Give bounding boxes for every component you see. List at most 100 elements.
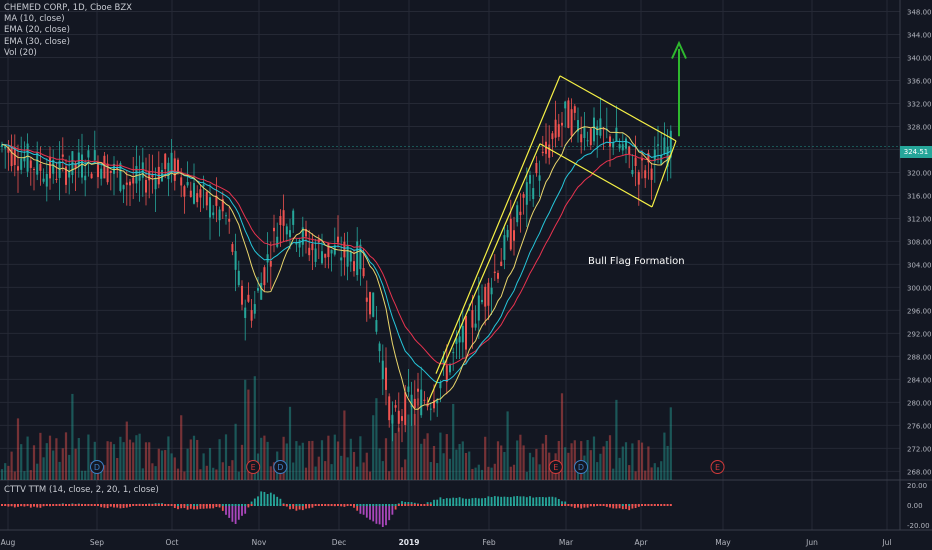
squeeze-dot	[452, 504, 455, 506]
squeeze-dot	[61, 504, 64, 506]
candle-body	[218, 209, 221, 221]
indicator-volume[interactable]: Vol (20)	[4, 47, 37, 58]
squeeze-dot	[423, 504, 426, 506]
volume-bar	[253, 376, 256, 480]
candle	[164, 152, 167, 179]
oscillator-bar	[634, 505, 637, 509]
volume-bar	[420, 443, 423, 480]
candle-body	[17, 166, 19, 171]
candle-body	[340, 257, 343, 261]
oscillator-bar	[116, 505, 119, 508]
indicator-ema30[interactable]: EMA (30, close)	[4, 36, 70, 47]
volume-bar	[29, 470, 32, 480]
candle-body	[103, 155, 106, 179]
oscillator-legend[interactable]: CTTV TTM (14, close, 2, 20, 1, close)	[4, 485, 159, 495]
chart-legend: CHEMED CORP, 1D, Cboe BZX MA (10, close)…	[4, 3, 132, 59]
squeeze-dot	[605, 504, 608, 506]
candle-body	[417, 388, 419, 392]
candle	[497, 270, 499, 283]
candle	[295, 238, 298, 253]
volume-bar	[474, 467, 477, 480]
candle-body	[333, 245, 336, 255]
squeeze-dot	[180, 504, 183, 506]
squeeze-dot	[509, 504, 512, 506]
event-marker-d[interactable]: D	[90, 460, 104, 474]
candle	[634, 135, 637, 187]
candle-body	[20, 158, 23, 170]
oscillator-bar	[413, 502, 416, 505]
volume-bar	[532, 457, 535, 480]
indicator-ema20[interactable]: EMA (20, close)	[4, 25, 70, 36]
oscillator-bar	[468, 498, 471, 505]
candle	[23, 141, 26, 168]
candle-body	[487, 282, 490, 306]
event-marker-e[interactable]: E	[246, 460, 261, 474]
indicator-ma10[interactable]: MA (10, close)	[4, 14, 65, 25]
oscillator-bar	[458, 497, 461, 505]
candle-body	[250, 310, 253, 321]
candle-body	[541, 151, 544, 154]
candle-body	[356, 241, 359, 276]
volume-bar	[250, 467, 253, 480]
candle	[506, 224, 509, 241]
squeeze-dot	[500, 504, 503, 506]
oscillator-bar	[292, 505, 295, 509]
candle-body	[650, 168, 653, 180]
oscillator-bar	[493, 496, 496, 505]
candle	[522, 191, 525, 215]
candle	[461, 309, 464, 359]
oscillator-bar	[125, 505, 128, 508]
event-marker-e[interactable]: E	[710, 460, 725, 474]
squeeze-dot	[647, 504, 650, 506]
oscillator-bar	[241, 505, 243, 516]
candle-body	[570, 109, 573, 136]
candle-body	[388, 396, 391, 421]
candle	[337, 215, 339, 248]
oscillator-bar	[621, 505, 624, 510]
candle	[234, 233, 237, 292]
squeeze-dot	[324, 504, 327, 506]
oscillator-bar	[557, 498, 560, 505]
volume-bar	[324, 461, 327, 480]
squeeze-dot	[145, 504, 147, 506]
volume-bar	[436, 463, 439, 480]
squeeze-dot	[445, 504, 448, 506]
oscillator-tick-label: 20.00	[907, 482, 927, 490]
candle	[509, 199, 512, 252]
candle	[391, 401, 394, 442]
squeeze-dot	[541, 504, 544, 506]
candle	[529, 170, 531, 202]
candle	[641, 149, 643, 179]
grid-lines	[0, 0, 900, 530]
squeeze-dot	[289, 504, 291, 506]
oscillator-bar	[401, 501, 403, 505]
candle	[513, 216, 515, 256]
volume-bar	[164, 450, 167, 480]
oscillator-bar	[439, 497, 442, 505]
candle-body	[106, 163, 109, 183]
candle-body	[109, 170, 112, 173]
squeeze-dot	[33, 504, 35, 506]
candle-body	[65, 166, 67, 185]
squeeze-dot	[564, 504, 567, 506]
candle-body	[189, 190, 192, 197]
volume-bar	[263, 435, 266, 480]
oscillator-bar	[554, 497, 557, 505]
candle-body	[385, 367, 387, 390]
candle	[26, 133, 29, 178]
volume-bar	[372, 415, 375, 480]
squeeze-dot	[519, 504, 522, 506]
volume-bar	[653, 463, 656, 480]
volume-bar	[493, 463, 496, 480]
event-marker-e[interactable]: E	[548, 460, 563, 474]
squeeze-dot	[298, 504, 301, 506]
oscillator-bar	[538, 497, 541, 505]
event-marker-d[interactable]: D	[574, 460, 588, 474]
squeeze-dot	[260, 504, 263, 506]
volume-bar	[320, 440, 324, 480]
squeeze-dot	[266, 504, 269, 506]
volume-bar	[199, 469, 202, 480]
volume-bar	[103, 465, 106, 480]
event-marker-d[interactable]: D	[273, 460, 288, 474]
